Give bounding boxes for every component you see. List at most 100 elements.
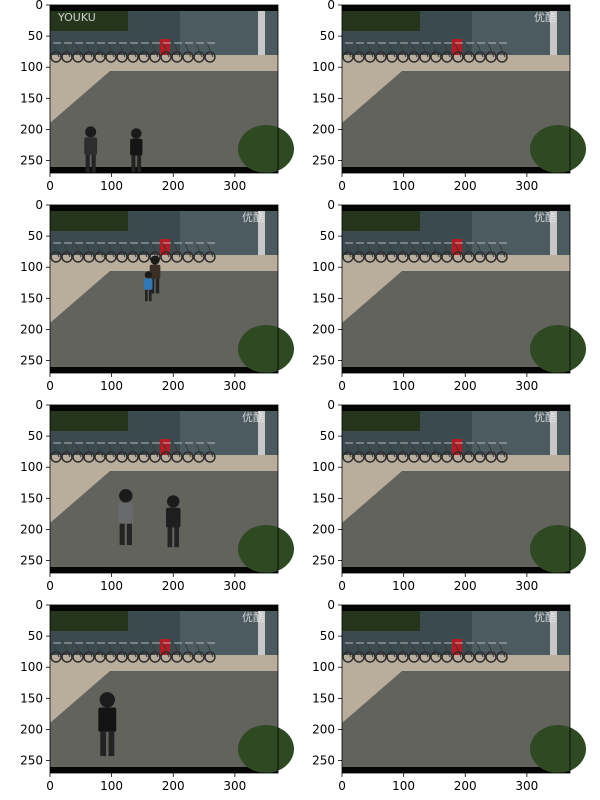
- person-gray-jacket: [117, 489, 134, 545]
- image-area: 优酷 0 100 200 300 0 50 100 150 200 250: [312, 598, 586, 793]
- person-adult: [149, 255, 161, 294]
- panel-svg: 优酷 0 100 200 300 0 50 100 150 200 250: [20, 598, 294, 793]
- y-tick-label: 150: [312, 291, 335, 305]
- watermark-text: 优酷: [242, 611, 264, 624]
- x-tick-label: 200: [162, 379, 185, 393]
- x-tick-label: 300: [223, 379, 246, 393]
- y-tick-label: 200: [20, 522, 43, 536]
- person-backpack: [84, 126, 98, 173]
- watermark-text: YOUKU: [57, 11, 96, 24]
- panel-svg: 优酷 0 100 200 300 0 50 100 150 200 250: [20, 398, 294, 593]
- tree-canopy: [342, 411, 420, 431]
- bottom-letterbox: [342, 167, 570, 173]
- bottom-letterbox: [342, 367, 570, 373]
- y-tick-label: 200: [312, 322, 335, 336]
- image-panel-r2c1: 优酷 0 100 200 300 0 50 100 150 200 250: [5, 198, 294, 400]
- y-tick-label: 0: [35, 0, 43, 12]
- hedge: [530, 125, 586, 173]
- image-area: 优酷 0 100 200 300 0 50 100 150 200 250: [20, 398, 294, 593]
- axes-frame: [341, 604, 571, 774]
- image-area: 优酷 0 100 200 300 0 50 100 150 200 250: [20, 598, 294, 793]
- y-tick-label: 50: [320, 629, 335, 643]
- y-tick-label: 150: [20, 491, 43, 505]
- y-tick-label: 250: [20, 554, 43, 568]
- y-tick-label: 150: [312, 91, 335, 105]
- y-tick-label: 100: [312, 60, 335, 74]
- watermark-text: 优酷: [242, 211, 264, 224]
- image-area: 优酷 0 100 200 300 0 50 100 150 200 250: [312, 198, 586, 393]
- x-tick-label: 300: [223, 779, 246, 793]
- x-tick-label: 200: [454, 779, 477, 793]
- shadow-area: [50, 471, 278, 567]
- axes-frame: [49, 4, 279, 174]
- x-tick-label: 100: [100, 179, 123, 193]
- axes-frame: [49, 604, 279, 774]
- y-tick-label: 200: [20, 322, 43, 336]
- watermark-text: 优酷: [242, 411, 264, 424]
- x-tick-label: 300: [515, 779, 538, 793]
- y-tick-label: 250: [312, 154, 335, 168]
- y-tick-label: 250: [312, 754, 335, 768]
- bottom-letterbox: [342, 567, 570, 573]
- x-tick-label: 100: [392, 579, 415, 593]
- y-tick-label: 50: [320, 229, 335, 243]
- hedge: [530, 525, 586, 573]
- panel-svg: 优酷 0 100 200 300 0 50 100 150 200 250: [20, 198, 294, 393]
- top-letterbox: [50, 605, 278, 611]
- bottom-letterbox: [50, 567, 278, 573]
- bottom-letterbox: [50, 767, 278, 773]
- x-tick-label: 100: [392, 779, 415, 793]
- tree-canopy: [342, 211, 420, 231]
- x-tick-label: 0: [338, 579, 346, 593]
- x-tick-label: 100: [100, 379, 123, 393]
- y-tick-label: 250: [20, 154, 43, 168]
- y-tick-label: 50: [28, 29, 43, 43]
- tree-canopy: [50, 211, 128, 231]
- top-letterbox: [342, 405, 570, 411]
- image-area: 优酷 0 100 200 300 0 50 100 150 200 250: [312, 0, 586, 193]
- watermark-text: 优酷: [534, 11, 556, 24]
- y-tick-label: 150: [312, 491, 335, 505]
- y-tick-label: 100: [20, 460, 43, 474]
- y-tick-label: 50: [28, 429, 43, 443]
- y-tick-label: 0: [327, 198, 335, 212]
- x-tick-label: 300: [223, 179, 246, 193]
- axes-frame: [49, 204, 279, 374]
- image-panel-r3c2: 优酷 0 100 200 300 0 50 100 150 200 250: [297, 398, 586, 600]
- bicycle-rack: [342, 642, 508, 663]
- top-letterbox: [342, 605, 570, 611]
- x-tick-label: 0: [46, 379, 54, 393]
- axes-frame: [341, 404, 571, 574]
- x-tick-label: 200: [454, 579, 477, 593]
- tree-canopy: [50, 11, 128, 31]
- hedge: [238, 725, 294, 773]
- panel-svg: 优酷 0 100 200 300 0 50 100 150 200 250: [312, 0, 586, 193]
- y-tick-label: 150: [20, 91, 43, 105]
- x-tick-label: 200: [454, 179, 477, 193]
- panel-svg: 优酷 0 100 200 300 0 50 100 150 200 250: [312, 598, 586, 793]
- pillar: [550, 211, 557, 255]
- bicycle-rack: [342, 442, 508, 463]
- hedge: [238, 125, 294, 173]
- image-area: YOUKU 0 100 200 300 0 50 100 150 200 250: [20, 0, 294, 193]
- pillar: [550, 411, 557, 455]
- x-tick-label: 0: [46, 779, 54, 793]
- shadow-area: [50, 71, 278, 167]
- y-tick-label: 250: [20, 754, 43, 768]
- x-tick-label: 300: [515, 379, 538, 393]
- x-tick-label: 100: [100, 579, 123, 593]
- pillar: [550, 611, 557, 655]
- tree-canopy: [50, 611, 128, 631]
- pillar: [258, 11, 265, 55]
- pillar: [258, 211, 265, 255]
- image-panel-r3c1: 优酷 0 100 200 300 0 50 100 150 200 250: [5, 398, 294, 600]
- tree-canopy: [50, 411, 128, 431]
- x-tick-label: 200: [454, 379, 477, 393]
- y-tick-label: 100: [312, 660, 335, 674]
- y-tick-label: 200: [312, 522, 335, 536]
- y-tick-label: 200: [20, 722, 43, 736]
- panel-svg: YOUKU 0 100 200 300 0 50 100 150 200 250: [20, 0, 294, 193]
- bicycle-rack: [50, 642, 216, 663]
- shadow-area: [342, 671, 570, 767]
- x-tick-label: 300: [515, 579, 538, 593]
